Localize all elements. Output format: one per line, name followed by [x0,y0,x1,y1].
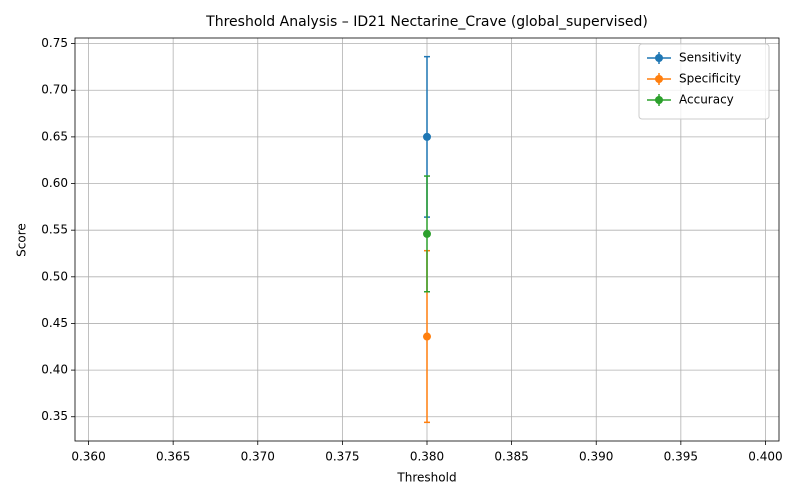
x-tick-label: 0.395 [664,450,698,464]
legend-marker [655,96,663,104]
y-tick-label: 0.60 [41,176,68,190]
x-tick-label: 0.370 [241,450,275,464]
x-tick-label: 0.400 [748,450,782,464]
y-axis-label: Score [15,223,29,257]
plot-frame [74,37,780,442]
legend-label: Accuracy [679,93,734,107]
x-tick-label: 0.360 [71,450,105,464]
y-tick-label: 0.70 [41,83,68,97]
chart-title: Threshold Analysis – ID21 Nectarine_Crav… [205,14,648,30]
legend-label: Sensitivity [679,51,741,65]
marker [423,132,431,141]
marker [423,332,431,341]
y-tick-label: 0.75 [41,36,68,50]
y-tick-label: 0.35 [41,409,68,423]
x-tick-label: 0.365 [156,450,190,464]
y-tick-label: 0.65 [41,129,68,143]
legend-box [638,43,770,120]
legend-marker [655,75,663,83]
y-tick-label: 0.50 [41,269,68,283]
y-tick-label: 0.45 [41,316,68,330]
y-tick-label: 0.55 [41,223,68,237]
y-tick-label: 0.40 [41,363,68,377]
x-tick-label: 0.375 [325,450,359,464]
x-tick-label: 0.390 [579,450,613,464]
legend-marker [655,54,663,62]
x-tick-label: 0.380 [410,450,444,464]
marker [423,229,431,238]
legend-label: Specificity [679,72,741,86]
x-axis-label: Threshold [396,471,456,485]
x-tick-label: 0.385 [494,450,528,464]
